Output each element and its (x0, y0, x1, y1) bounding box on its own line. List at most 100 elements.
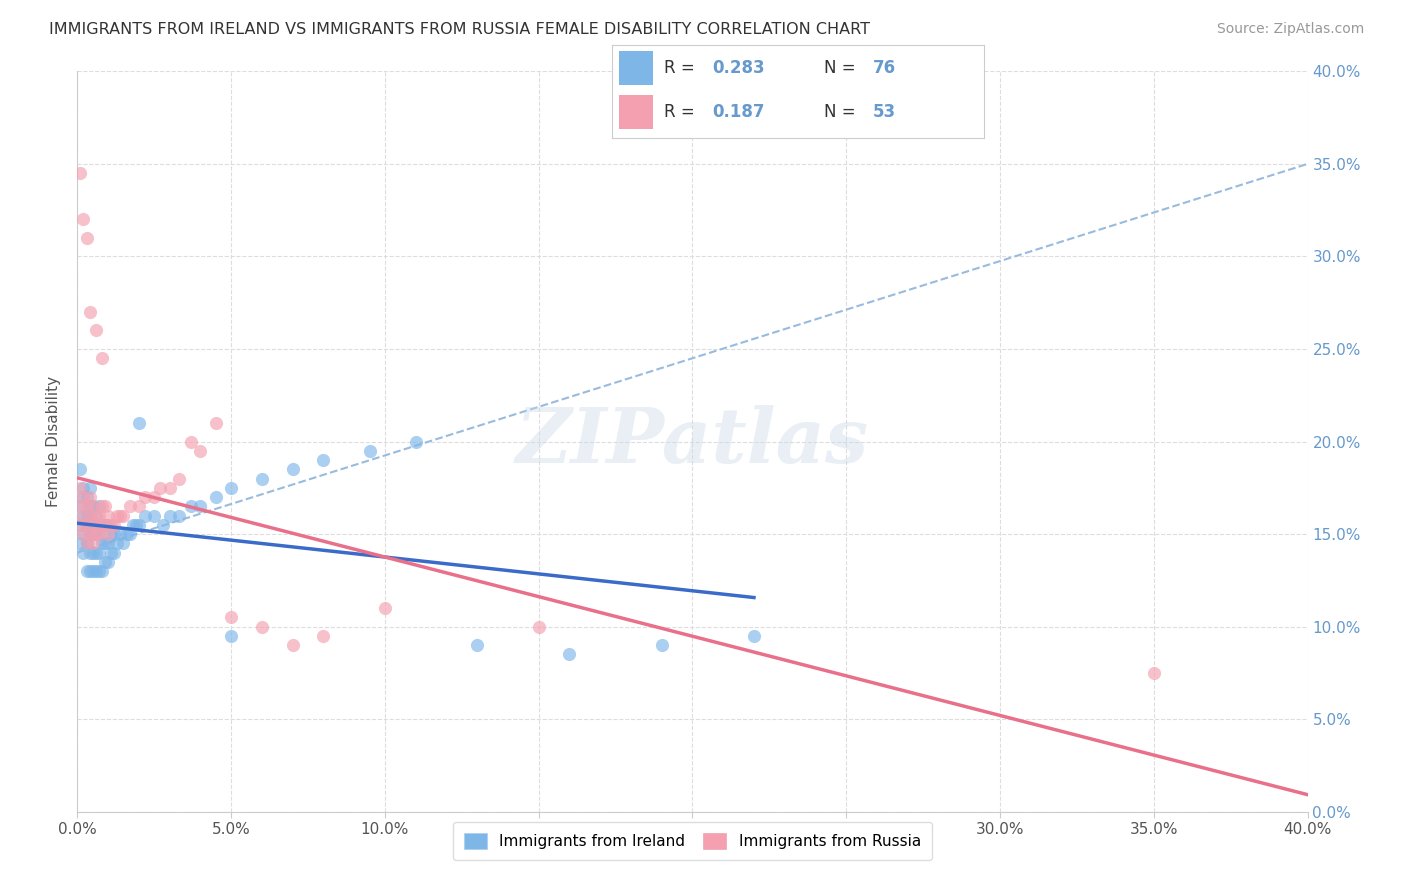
Point (79, 508, 101, 523)
Point (110, 508, 132, 523)
Point (100, 517, 122, 532)
Point (82, 500, 104, 514)
Point (82, 500, 104, 514)
Point (204, 490, 226, 504)
Point (76, 536, 98, 550)
Point (82, 517, 104, 532)
Point (134, 490, 156, 504)
Point (94, 517, 117, 532)
Point (742, 629, 765, 643)
FancyBboxPatch shape (619, 51, 652, 85)
Point (143, 490, 166, 504)
Point (82, 536, 104, 550)
Point (76, 490, 98, 504)
Point (82, 527, 104, 541)
Text: 76: 76 (872, 59, 896, 77)
Point (79, 527, 101, 541)
Point (69, 517, 91, 532)
Point (219, 481, 242, 495)
Point (90, 517, 114, 532)
Point (84, 527, 107, 541)
Point (90, 351, 114, 366)
Point (90, 536, 114, 550)
Point (143, 508, 166, 523)
Point (72, 481, 94, 495)
Point (219, 629, 242, 643)
Point (72, 490, 94, 504)
Point (128, 517, 150, 532)
Point (250, 472, 273, 486)
Point (72, 490, 94, 504)
Point (128, 416, 150, 430)
Point (250, 619, 273, 633)
Text: ZIPatlas: ZIPatlas (516, 405, 869, 478)
Point (79, 545, 101, 560)
Text: N =: N = (824, 59, 860, 77)
Point (90, 500, 114, 514)
Point (84, 564, 107, 578)
Point (76, 517, 98, 532)
Point (79, 500, 101, 514)
Point (405, 434, 427, 449)
Point (281, 638, 304, 652)
Point (87, 527, 110, 541)
Point (125, 517, 148, 532)
Point (465, 638, 488, 652)
Point (72, 545, 94, 560)
Point (149, 481, 172, 495)
Point (105, 536, 128, 550)
Text: R =: R = (664, 103, 704, 121)
Point (94, 536, 117, 550)
Point (118, 527, 141, 541)
Point (72, 527, 94, 541)
Point (180, 500, 202, 514)
Point (188, 500, 212, 514)
Point (97, 517, 120, 532)
Point (159, 481, 181, 495)
Point (558, 648, 581, 662)
Point (94, 500, 117, 514)
Point (159, 508, 181, 523)
Point (79, 564, 101, 578)
Point (79, 508, 101, 523)
Text: Source: ZipAtlas.com: Source: ZipAtlas.com (1216, 22, 1364, 37)
Point (134, 508, 156, 523)
Point (72, 527, 94, 541)
Point (87, 564, 110, 578)
Point (97, 508, 120, 523)
Point (281, 462, 304, 476)
Point (188, 443, 212, 458)
Text: 0.187: 0.187 (713, 103, 765, 121)
Point (112, 536, 135, 550)
Text: 53: 53 (872, 103, 896, 121)
Text: N =: N = (824, 103, 860, 121)
Point (87, 508, 110, 523)
Point (79, 517, 101, 532)
Point (180, 434, 202, 449)
Point (69, 517, 91, 532)
Point (128, 500, 150, 514)
Point (82, 545, 104, 560)
Point (204, 416, 226, 430)
Point (110, 527, 132, 541)
Point (167, 472, 190, 486)
Point (69, 536, 91, 550)
Point (69, 500, 91, 514)
Point (79, 490, 101, 504)
Legend: Immigrants from Ireland, Immigrants from Russia: Immigrants from Ireland, Immigrants from… (453, 822, 932, 860)
Point (82, 517, 104, 532)
Point (90, 564, 114, 578)
Point (87, 545, 110, 560)
Point (76, 500, 98, 514)
Text: IMMIGRANTS FROM IRELAND VS IMMIGRANTS FROM RUSSIA FEMALE DISABILITY CORRELATION : IMMIGRANTS FROM IRELAND VS IMMIGRANTS FR… (49, 22, 870, 37)
Point (84, 527, 107, 541)
Point (97, 555, 120, 569)
Point (69, 462, 91, 476)
Point (100, 545, 122, 560)
Point (84, 545, 107, 560)
Point (90, 517, 114, 532)
Point (527, 619, 550, 633)
Point (87, 500, 110, 514)
Point (82, 564, 104, 578)
Point (359, 443, 381, 458)
